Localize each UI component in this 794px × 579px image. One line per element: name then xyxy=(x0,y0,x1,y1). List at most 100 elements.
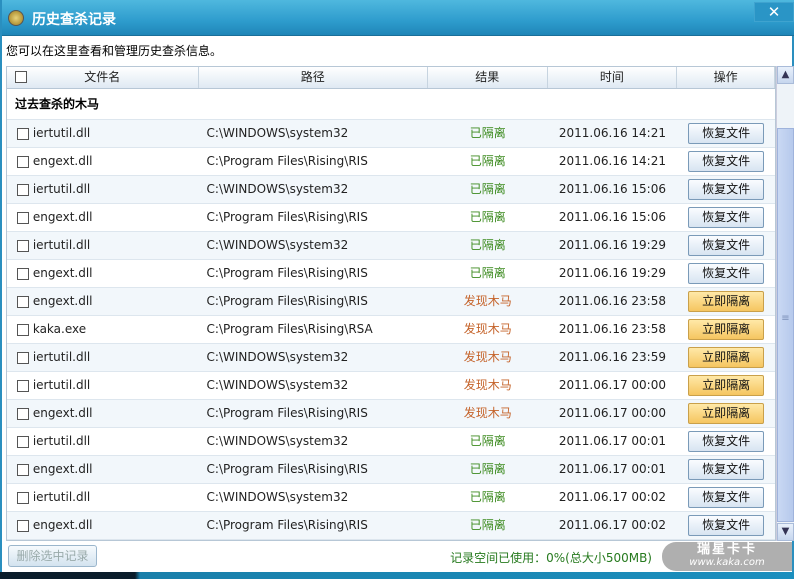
restore-file-button[interactable]: 恢复文件 xyxy=(688,487,765,508)
taskbar-strip xyxy=(0,572,794,579)
result-cell: 已隔离 xyxy=(469,126,506,140)
filename-cell: engext.dll xyxy=(7,456,199,483)
path-cell: C:\Program Files\Rising\RIS xyxy=(206,518,368,532)
table-row: iertutil.dll C:\WINDOWS\system32 已隔离 2011.0… xyxy=(7,484,775,512)
storage-usage: 记录空间已使用：0%(总大小500MB) xyxy=(450,551,652,565)
time-cell: 2011.06.17 00:00 xyxy=(558,406,666,420)
action-cell: 恢复文件 xyxy=(677,148,775,175)
scroll-up-button[interactable]: ▲ xyxy=(777,66,794,84)
restore-file-button[interactable]: 恢复文件 xyxy=(688,263,765,284)
result-cell: 发现木马 xyxy=(463,378,512,392)
time-cell: 2011.06.16 14:21 xyxy=(558,126,666,140)
quarantine-button[interactable]: 立即隔离 xyxy=(688,291,765,312)
filename-cell: iertutil.dll xyxy=(7,344,199,371)
table-row: engext.dll C:\Program Files\Rising\RIS 发现木… xyxy=(7,288,775,316)
restore-file-button[interactable]: 恢复文件 xyxy=(688,123,765,144)
filename-cell: iertutil.dll xyxy=(7,176,199,203)
time-cell: 2011.06.16 19:29 xyxy=(558,238,666,252)
row-checkbox[interactable] xyxy=(17,155,29,168)
result-cell: 发现木马 xyxy=(463,294,512,308)
path-cell: C:\Program Files\Rising\RIS xyxy=(206,294,368,308)
select-all-checkbox[interactable] xyxy=(15,71,27,83)
delete-selected-button[interactable]: 删除选中记录 xyxy=(8,545,97,567)
restore-file-button[interactable]: 恢复文件 xyxy=(688,459,765,480)
time-cell: 2011.06.16 19:29 xyxy=(558,266,666,280)
action-cell: 恢复文件 xyxy=(677,232,775,259)
result-cell: 发现木马 xyxy=(463,406,512,420)
row-checkbox[interactable] xyxy=(17,267,29,280)
path-cell: C:\Program Files\Rising\RIS xyxy=(206,266,368,280)
quarantine-button[interactable]: 立即隔离 xyxy=(688,375,765,396)
quarantine-button[interactable]: 立即隔离 xyxy=(688,403,765,424)
restore-file-button[interactable]: 恢复文件 xyxy=(688,207,765,228)
history-table: 文件名 路径 结果 时间 操作 过去查杀的木马 iertutil.dll C:\W… xyxy=(6,66,776,541)
row-checkbox[interactable] xyxy=(17,519,29,532)
table-body: iertutil.dll C:\WINDOWS\system32 已隔离 2011.0… xyxy=(7,120,775,540)
table-row: engext.dll C:\Program Files\Rising\RIS 已隔离… xyxy=(7,204,775,232)
row-checkbox[interactable] xyxy=(17,295,29,308)
row-checkbox[interactable] xyxy=(17,183,29,196)
action-cell: 恢复文件 xyxy=(677,512,775,539)
restore-file-button[interactable]: 恢复文件 xyxy=(688,151,765,172)
restore-file-button[interactable]: 恢复文件 xyxy=(688,235,765,256)
result-cell: 发现木马 xyxy=(463,350,512,364)
time-cell: 2011.06.17 00:01 xyxy=(558,434,666,448)
row-checkbox[interactable] xyxy=(17,407,29,420)
filename-cell: engext.dll xyxy=(7,400,199,427)
description: 您可以在这里查看和管理历史查杀信息。 xyxy=(6,44,223,58)
time-cell: 2011.06.17 00:01 xyxy=(558,462,666,476)
result-cell: 已隔离 xyxy=(469,462,506,476)
row-checkbox[interactable] xyxy=(17,127,29,140)
row-checkbox[interactable] xyxy=(17,463,29,476)
action-cell: 恢复文件 xyxy=(677,456,775,483)
filename-cell: iertutil.dll xyxy=(7,428,199,455)
time-cell: 2011.06.16 23:58 xyxy=(558,294,666,308)
scroll-down-button[interactable]: ▼ xyxy=(777,523,794,541)
path-cell: C:\WINDOWS\system32 xyxy=(206,434,349,448)
filename-cell: iertutil.dll xyxy=(7,372,199,399)
row-checkbox[interactable] xyxy=(17,435,29,448)
result-cell: 已隔离 xyxy=(469,434,506,448)
filename-cell: engext.dll xyxy=(7,288,199,315)
filename-cell: iertutil.dll xyxy=(7,232,199,259)
action-cell: 立即隔离 xyxy=(677,316,775,343)
table-row: engext.dll C:\Program Files\Rising\RIS 已隔离… xyxy=(7,148,775,176)
table-row: iertutil.dll C:\WINDOWS\system32 发现木马 2011.… xyxy=(7,344,775,372)
row-checkbox[interactable] xyxy=(17,491,29,504)
watermark-logo: 瑞星卡卡 www.kaka.com xyxy=(662,542,792,571)
restore-file-button[interactable]: 恢复文件 xyxy=(688,431,765,452)
header-time: 时间 xyxy=(548,67,678,88)
path-cell: C:\Program Files\Rising\RIS xyxy=(206,406,368,420)
quarantine-button[interactable]: 立即隔离 xyxy=(688,347,765,368)
restore-file-button[interactable]: 恢复文件 xyxy=(688,179,765,200)
table-row: engext.dll C:\Program Files\Rising\RIS 已隔离… xyxy=(7,260,775,288)
scrollbar[interactable]: ▲ ≡ ▼ xyxy=(776,66,794,541)
header-action: 操作 xyxy=(677,67,775,88)
time-cell: 2011.06.16 14:21 xyxy=(558,154,666,168)
row-checkbox[interactable] xyxy=(17,323,29,336)
path-cell: C:\WINDOWS\system32 xyxy=(206,490,349,504)
table-row: iertutil.dll C:\WINDOWS\system32 发现木马 2011.… xyxy=(7,372,775,400)
filename-cell: iertutil.dll xyxy=(7,484,199,511)
result-cell: 已隔离 xyxy=(469,266,506,280)
row-checkbox[interactable] xyxy=(17,379,29,392)
time-cell: 2011.06.17 00:02 xyxy=(558,518,666,532)
result-cell: 已隔离 xyxy=(469,490,506,504)
restore-file-button[interactable]: 恢复文件 xyxy=(688,515,765,536)
scroll-thumb[interactable]: ≡ xyxy=(777,128,794,522)
path-cell: C:\WINDOWS\system32 xyxy=(206,182,349,196)
filename-cell: engext.dll xyxy=(7,260,199,287)
result-cell: 已隔离 xyxy=(469,518,506,532)
quarantine-button[interactable]: 立即隔离 xyxy=(688,319,765,340)
table-row: iertutil.dll C:\WINDOWS\system32 已隔离 2011.0… xyxy=(7,232,775,260)
row-checkbox[interactable] xyxy=(17,351,29,364)
path-cell: C:\Program Files\Rising\RIS xyxy=(206,462,368,476)
header-result: 结果 xyxy=(428,67,548,88)
table-header: 文件名 路径 结果 时间 操作 xyxy=(7,67,775,89)
path-cell: C:\Program Files\Rising\RIS xyxy=(206,154,368,168)
close-button[interactable]: ✕ xyxy=(754,2,794,22)
time-cell: 2011.06.16 15:06 xyxy=(558,210,666,224)
path-cell: C:\WINDOWS\system32 xyxy=(206,378,349,392)
row-checkbox[interactable] xyxy=(17,211,29,224)
row-checkbox[interactable] xyxy=(17,239,29,252)
